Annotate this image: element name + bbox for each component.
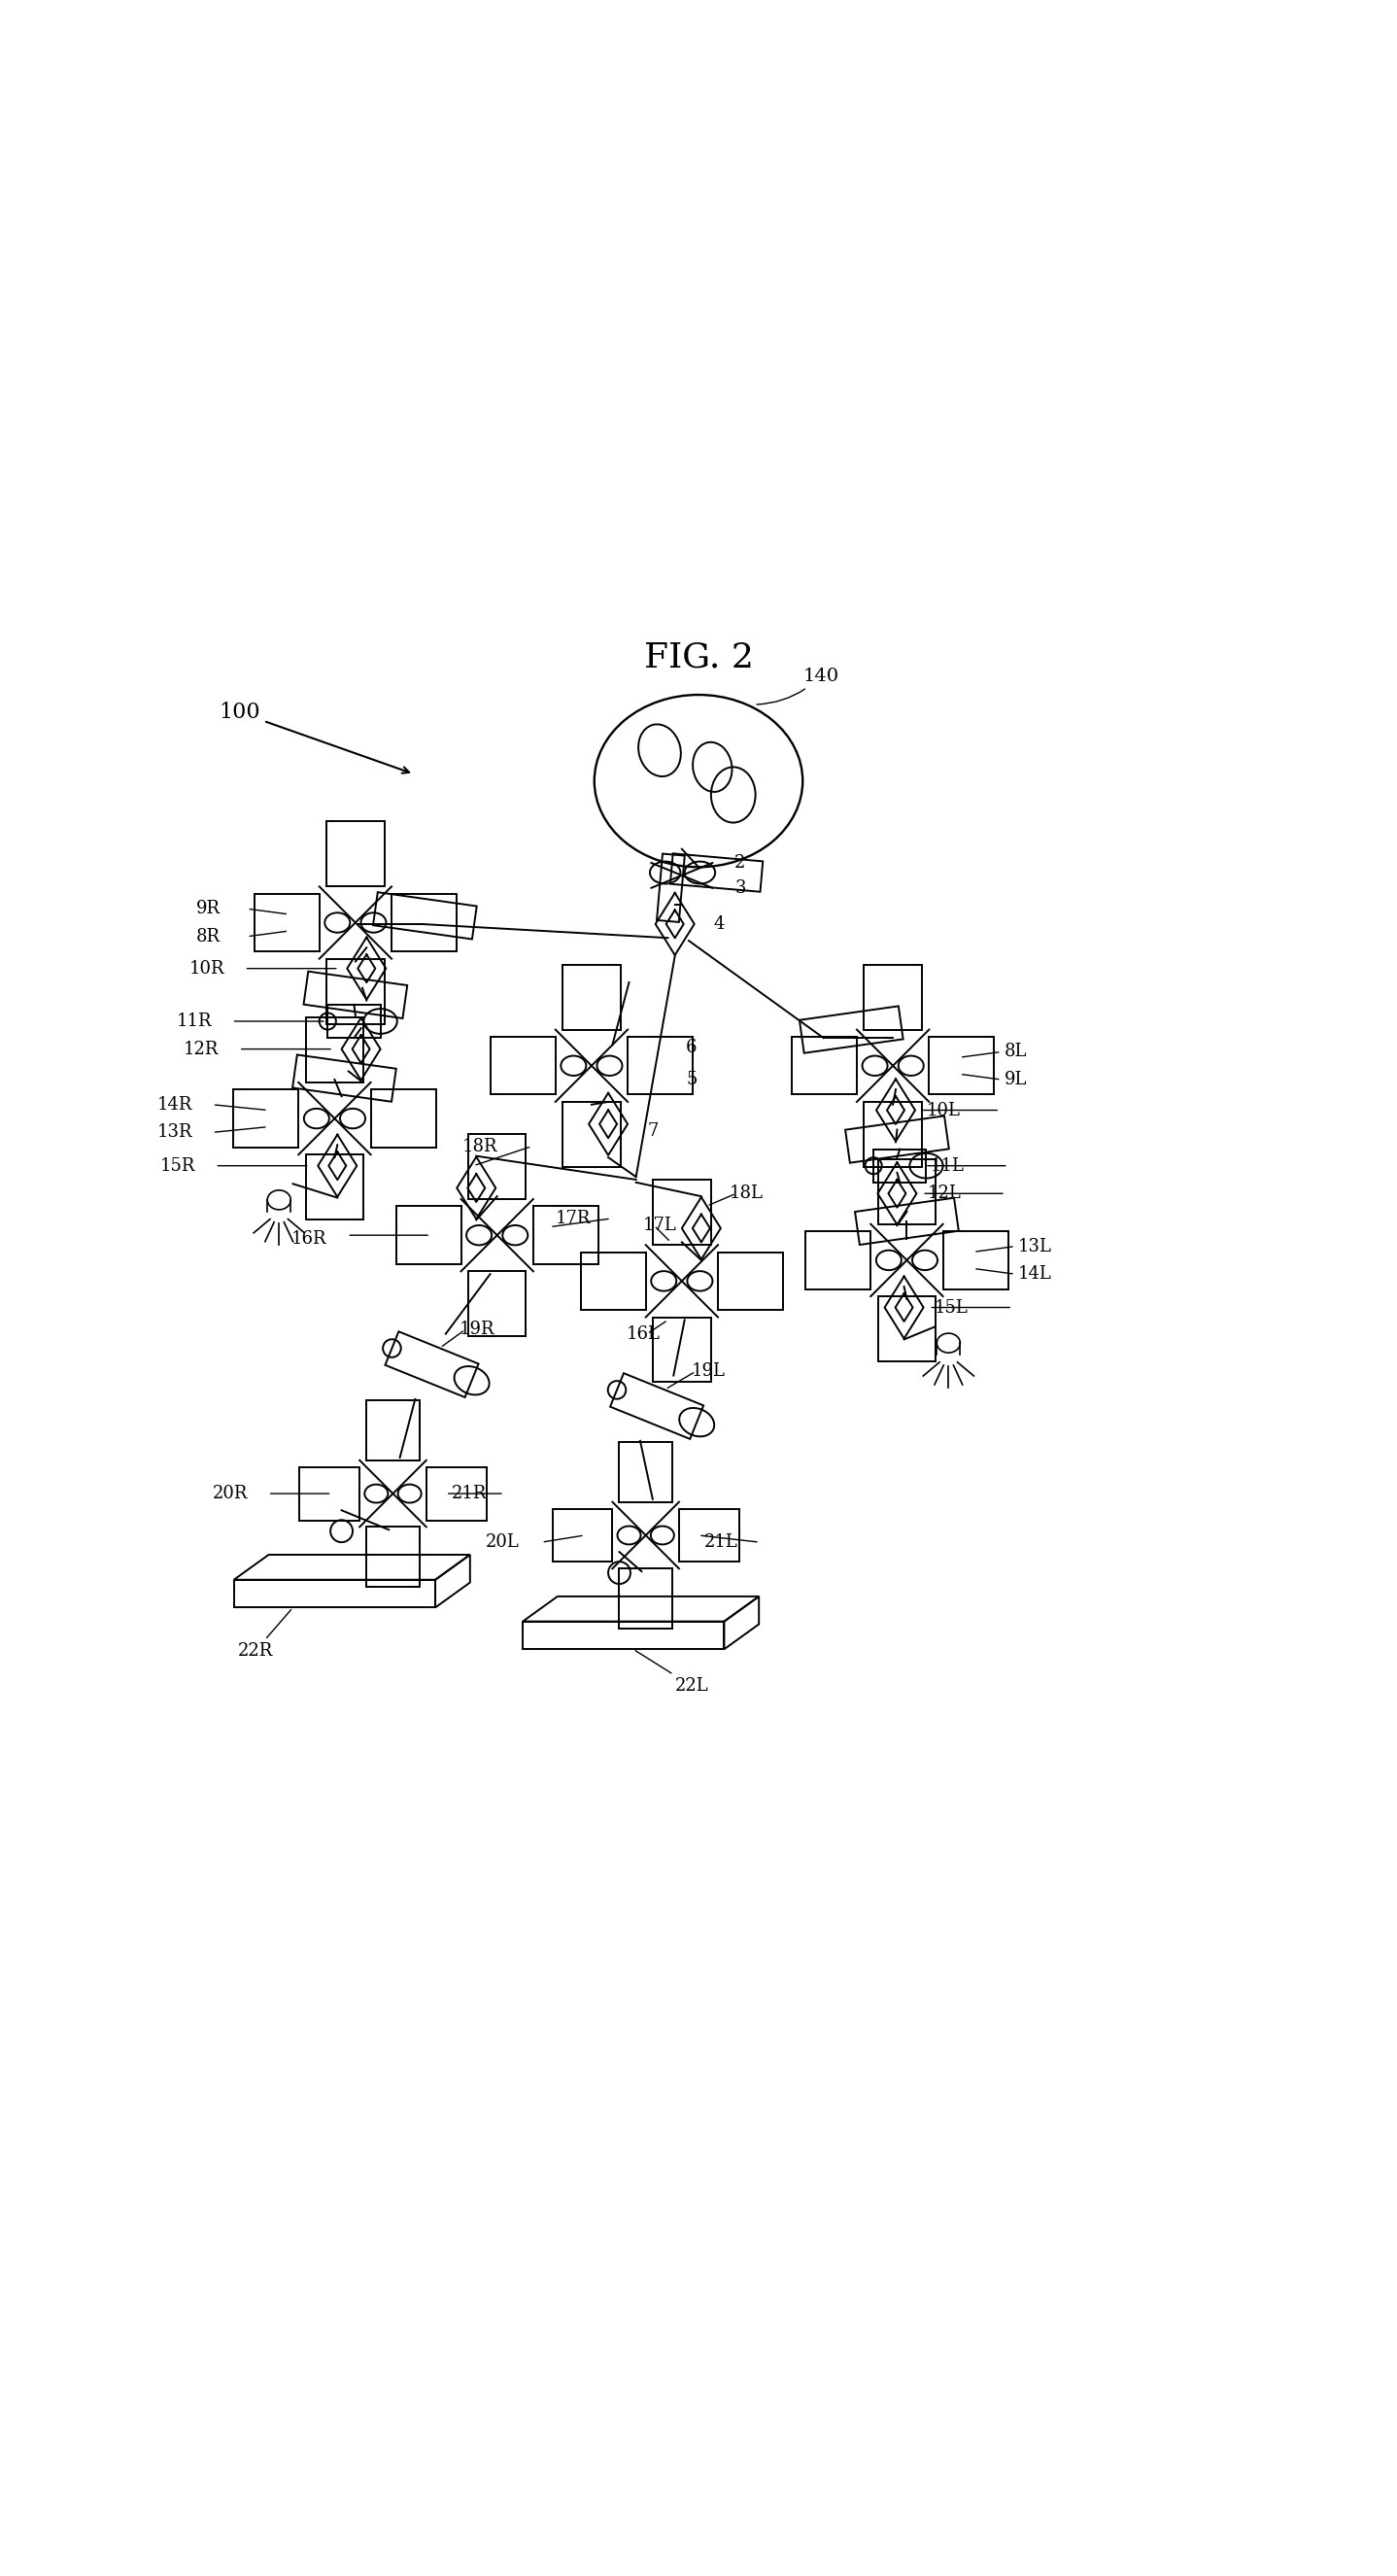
Text: 20L: 20L <box>486 1533 520 1551</box>
Text: 6: 6 <box>686 1038 697 1056</box>
Text: 11R: 11R <box>176 1012 212 1030</box>
Text: FIG. 2: FIG. 2 <box>644 641 753 675</box>
Text: 14L: 14L <box>1018 1265 1052 1283</box>
Text: 12R: 12R <box>183 1041 218 1059</box>
Text: 19L: 19L <box>692 1363 725 1381</box>
Text: 140: 140 <box>757 667 838 703</box>
Text: 8R: 8R <box>196 927 219 945</box>
Text: 14R: 14R <box>156 1095 193 1113</box>
Text: 13L: 13L <box>1018 1236 1052 1255</box>
Text: 7: 7 <box>647 1123 658 1139</box>
Text: 18L: 18L <box>729 1185 763 1203</box>
Text: 8L: 8L <box>1004 1043 1027 1061</box>
Text: 18R: 18R <box>462 1139 497 1154</box>
Text: 17R: 17R <box>556 1211 591 1226</box>
Text: 9R: 9R <box>196 899 219 917</box>
Text: 3: 3 <box>735 878 746 896</box>
Text: 5: 5 <box>686 1072 697 1090</box>
Text: 13R: 13R <box>156 1123 193 1141</box>
Text: 21L: 21L <box>704 1533 738 1551</box>
Text: 20R: 20R <box>212 1484 247 1502</box>
Text: 17L: 17L <box>643 1216 676 1234</box>
Text: 16R: 16R <box>292 1231 327 1249</box>
Text: 15L: 15L <box>935 1298 968 1316</box>
Text: 2: 2 <box>735 855 746 871</box>
Text: 15R: 15R <box>159 1157 196 1175</box>
Text: 19R: 19R <box>460 1321 495 1340</box>
Text: 4: 4 <box>714 914 725 933</box>
Text: 10R: 10R <box>189 961 225 976</box>
Text: 10L: 10L <box>926 1103 960 1118</box>
Text: 16L: 16L <box>626 1324 661 1342</box>
Text: 21R: 21R <box>451 1484 486 1502</box>
Text: 12L: 12L <box>928 1185 961 1203</box>
Text: 22R: 22R <box>237 1610 291 1659</box>
Text: 11L: 11L <box>930 1157 964 1175</box>
Text: 22L: 22L <box>636 1651 708 1695</box>
Text: 9L: 9L <box>1004 1072 1027 1090</box>
Text: 100: 100 <box>219 701 409 773</box>
